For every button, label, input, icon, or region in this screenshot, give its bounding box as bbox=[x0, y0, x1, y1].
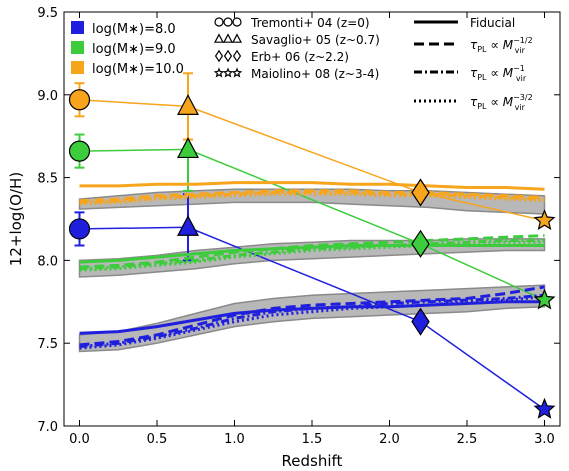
y-tick-label: 9.0 bbox=[37, 89, 58, 104]
mass-legend-label: log(M∗)=9.0 bbox=[92, 42, 176, 57]
circle-marker bbox=[68, 140, 91, 162]
x-axis-label: Redshift bbox=[282, 452, 343, 470]
diamond-marker bbox=[232, 49, 242, 63]
obs-legend-label: Maiolino+ 08 (z~3-4) bbox=[251, 67, 379, 81]
circle-marker bbox=[68, 218, 91, 240]
x-tick-label: 1.5 bbox=[302, 432, 323, 447]
model-line-10-0-dashdot bbox=[79, 191, 545, 204]
mass-legend-swatch bbox=[71, 61, 84, 74]
observation-markers bbox=[68, 89, 556, 419]
x-tick-label: 3.0 bbox=[534, 432, 555, 447]
star-marker bbox=[533, 288, 556, 310]
model-lines bbox=[79, 181, 545, 350]
circle-marker bbox=[223, 17, 233, 27]
star-marker bbox=[222, 67, 234, 78]
axis-ticks: 0.0 0.5 1.0 1.5 2.0 2.5 3.0 7.0 7.5 8.0 8.5 9.0 9.5 bbox=[37, 6, 560, 447]
model-line-9-0-solid bbox=[79, 244, 545, 264]
model-legend-label: τPL ∝ M−1 vir bbox=[470, 64, 527, 83]
star-marker bbox=[533, 397, 556, 419]
triangle-marker bbox=[177, 94, 199, 115]
triangle-marker bbox=[177, 214, 199, 236]
observation-lines bbox=[74, 72, 545, 411]
model-line-8-0-dashdot bbox=[79, 293, 545, 348]
diamond-marker bbox=[223, 49, 233, 63]
obs-line-9-0 bbox=[79, 148, 545, 301]
obs-legend-label: Savaglio+ 05 (z~0.7) bbox=[251, 33, 380, 47]
diamond-marker bbox=[411, 178, 430, 207]
x-tick-label: 0.0 bbox=[69, 432, 90, 447]
mass-legend-swatch bbox=[71, 21, 84, 34]
circle-marker bbox=[232, 17, 242, 27]
obs-legend-label: Tremonti+ 04 (z=0) bbox=[250, 16, 370, 30]
star-marker bbox=[213, 67, 225, 78]
star-marker bbox=[231, 67, 243, 78]
diamond-marker bbox=[411, 229, 430, 258]
star-marker bbox=[533, 209, 556, 230]
model-legend-label: τPL ∝ M−1/2 vir bbox=[470, 36, 533, 55]
x-tick-label: 2.5 bbox=[457, 432, 478, 447]
triangle-marker bbox=[223, 33, 233, 43]
obs-line-8-0 bbox=[79, 226, 545, 411]
diamond-marker bbox=[214, 49, 224, 63]
model-legend-label: τPL ∝ M−3/2 vir bbox=[470, 93, 533, 112]
y-axis-label: 12+log(O/H) bbox=[7, 172, 25, 266]
y-tick-label: 7.0 bbox=[37, 420, 58, 435]
model-line-9-0-dashed bbox=[79, 234, 545, 269]
model-band-9-0 bbox=[78, 238, 546, 278]
legend: log(M∗)=8.0 log(M∗)=9.0 log(M∗)=10.0 Tremon… bbox=[71, 16, 533, 112]
mass-legend-swatch bbox=[71, 41, 84, 54]
model-line-8-0-dotted bbox=[79, 295, 545, 350]
circle-marker bbox=[68, 89, 91, 111]
obs-legend-label: Erb+ 06 (z~2.2) bbox=[251, 50, 349, 64]
mass-legend-label: log(M∗)=8.0 bbox=[92, 22, 176, 37]
y-tick-label: 9.5 bbox=[37, 6, 58, 21]
y-tick-label: 7.5 bbox=[37, 337, 58, 352]
model-line-8-0-dashed bbox=[79, 285, 545, 347]
model-line-9-0-dashdot bbox=[79, 239, 545, 271]
triangle-marker bbox=[214, 33, 224, 43]
circle-marker bbox=[214, 17, 224, 27]
triangle-marker bbox=[177, 137, 199, 159]
x-tick-label: 2.0 bbox=[379, 432, 400, 447]
y-tick-label: 8.0 bbox=[37, 254, 58, 269]
y-tick-label: 8.5 bbox=[37, 172, 58, 187]
model-legend-label: Fiducial bbox=[470, 16, 515, 30]
obs-line-10-0 bbox=[79, 99, 545, 222]
mass-legend-label: log(M∗)=10.0 bbox=[92, 62, 184, 77]
x-tick-label: 1.0 bbox=[224, 432, 245, 447]
x-tick-label: 0.5 bbox=[147, 432, 168, 447]
model-line-10-0-solid bbox=[79, 181, 545, 191]
triangle-marker bbox=[232, 33, 242, 43]
diamond-marker bbox=[411, 307, 430, 336]
model-line-10-0-dashed bbox=[79, 189, 545, 203]
